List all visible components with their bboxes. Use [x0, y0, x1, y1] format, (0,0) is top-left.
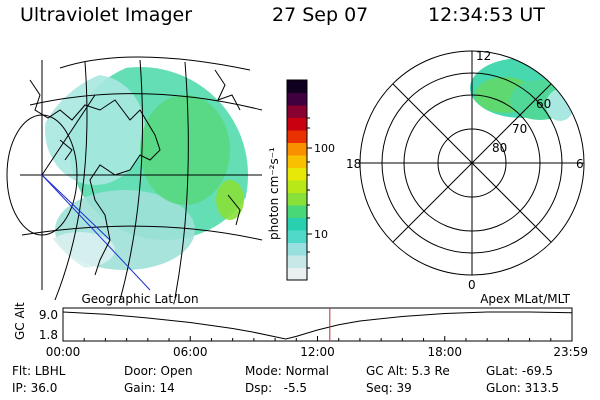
colorbar-segment: [287, 80, 307, 93]
mlt-label-12: 12: [476, 49, 491, 63]
mlt-label-0: 0: [468, 278, 476, 292]
strip-ticks: [62, 336, 573, 341]
strip-xtick-label: 00:00: [46, 345, 81, 359]
strip-xtick-label: 23:59: [553, 345, 588, 359]
colorbar-segment: [287, 155, 307, 168]
altitude-line: [63, 311, 572, 340]
gcalt-info: GC Alt: 5.3 Re: [366, 364, 450, 378]
glat-info: GLat: -69.5: [486, 364, 553, 378]
time-label: 12:34:53 UT: [428, 4, 545, 26]
colorbar-segment: [287, 255, 307, 268]
colorbar: [287, 80, 307, 281]
mode-info: Mode: Normal: [245, 364, 329, 378]
mlt-label-18: 18: [346, 157, 361, 171]
colorbar-segment: [287, 230, 307, 243]
ip-info: IP: 36.0: [12, 381, 58, 395]
colorbar-segment: [287, 180, 307, 193]
filter-info: Flt: LBHL: [12, 364, 66, 378]
colorbar-segment: [287, 142, 307, 156]
colorbar-segment: [287, 205, 307, 218]
colorbar-tick-label: 10: [314, 228, 328, 241]
geographic-map: [6, 56, 263, 301]
colorbar-segment: [287, 167, 307, 181]
colorbar-segment: [287, 217, 307, 231]
colorbar-segment: [287, 192, 307, 206]
mlt-label-6: 6: [576, 157, 584, 171]
mlat-label-60: 60: [536, 97, 551, 111]
colorbar-segment: [287, 92, 307, 106]
colorbar-segment: [287, 242, 307, 256]
polar-map: [359, 50, 585, 276]
mlat-label-70: 70: [512, 122, 527, 136]
strip-ylabel: GC Alt: [13, 302, 27, 340]
coastline: [29, 79, 161, 276]
strip-ytick-label: 9.0: [39, 308, 58, 322]
dsp-info: Dsp: -5.5: [245, 381, 308, 395]
geo-projection-label: Geographic Lat/Lon: [81, 292, 198, 306]
colorbar-segment: [287, 117, 307, 131]
mlat-label-80: 80: [492, 141, 507, 155]
door-info: Door: Open: [124, 364, 193, 378]
strip-xtick-label: 18:00: [427, 345, 462, 359]
strip-ytick-label: 1.8: [39, 328, 58, 342]
gain-info: Gain: 14: [124, 381, 175, 395]
colorbar-tick-label: 100: [314, 142, 335, 155]
strip-xtick-label: 12:00: [300, 345, 335, 359]
polar-projection-label: Apex MLat/MLT: [480, 292, 570, 306]
instrument-title: Ultraviolet Imager: [20, 4, 193, 26]
colorbar-unit-label: photon cm⁻²s⁻¹: [267, 147, 281, 240]
colorbar-segment: [287, 267, 307, 281]
glon-info: GLon: 313.5: [486, 381, 559, 395]
strip-xtick-label: 06:00: [173, 345, 208, 359]
altitude-strip-chart: [62, 307, 573, 342]
date-label: 27 Sep 07: [272, 4, 369, 26]
colorbar-segment: [287, 105, 307, 118]
colorbar-segment: [287, 130, 307, 143]
seq-info: Seq: 39: [366, 381, 412, 395]
